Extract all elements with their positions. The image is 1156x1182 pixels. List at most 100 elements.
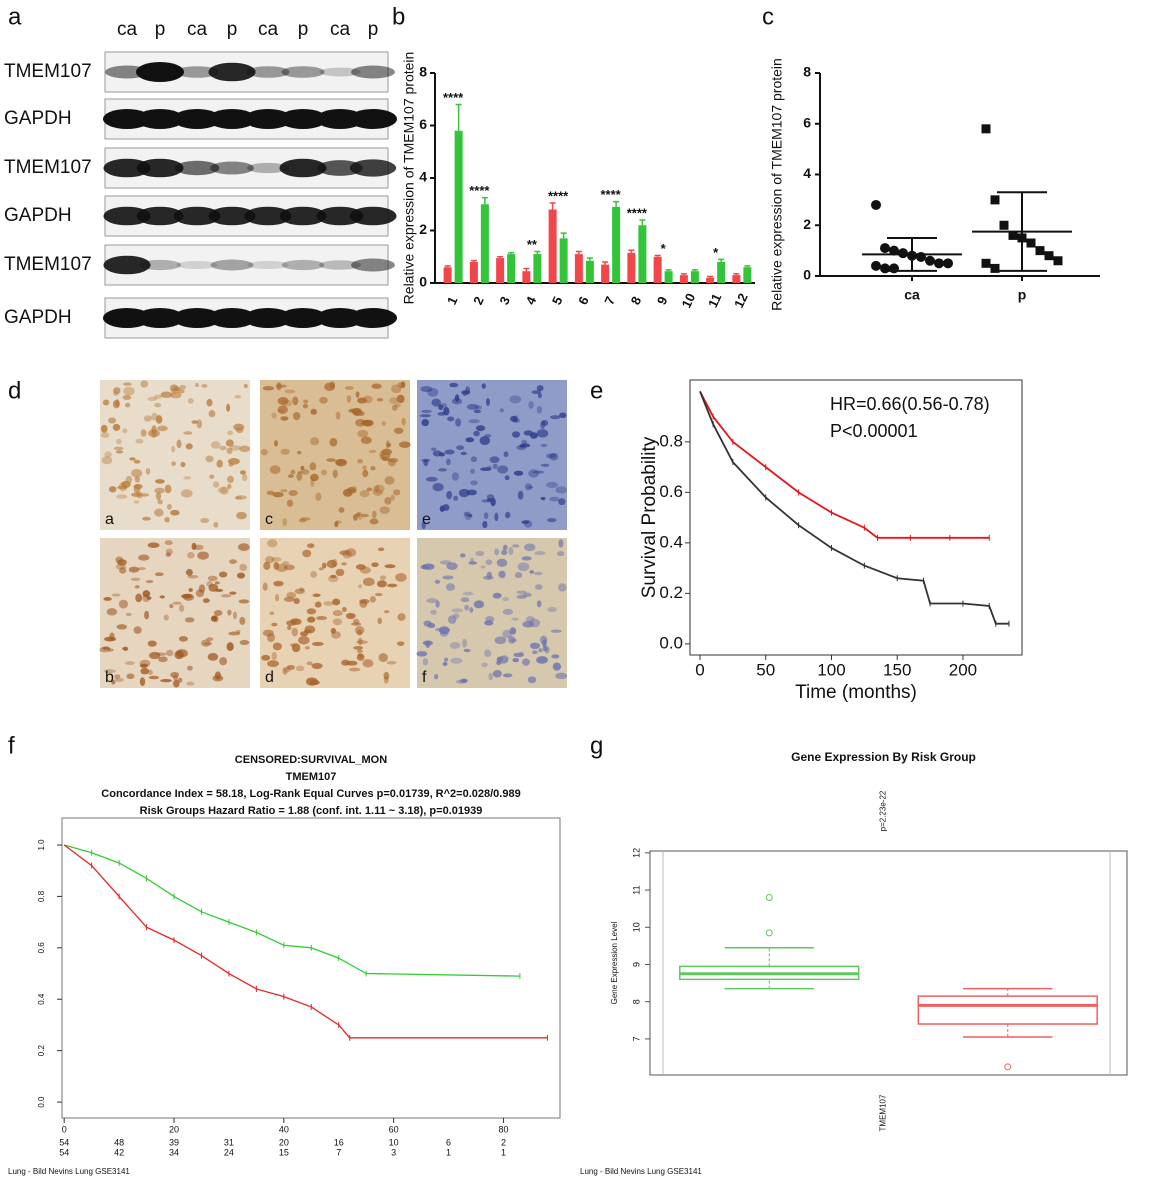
ihc-cell — [372, 488, 384, 496]
chart-title: TMEM107 — [286, 771, 337, 783]
ihc-cell — [174, 650, 184, 660]
ihc-cell — [125, 661, 135, 666]
blot-band — [175, 66, 219, 78]
ihc-cell — [154, 508, 164, 517]
ihc-cell — [419, 414, 432, 418]
bar — [653, 256, 662, 283]
ihc-cell — [282, 561, 290, 565]
at-risk-count: 1 — [501, 1147, 506, 1157]
y-tick-label: 0.0 — [37, 1096, 46, 1108]
ihc-cell — [176, 389, 185, 394]
ihc-cell — [156, 652, 167, 656]
ihc-cell — [122, 382, 132, 386]
ihc-cell — [446, 458, 451, 466]
data-point — [871, 260, 881, 271]
bar — [601, 264, 610, 283]
ihc-cell — [214, 581, 220, 585]
blot-band — [244, 206, 292, 226]
ihc-cell — [557, 583, 567, 592]
ihc-cell — [435, 600, 440, 608]
y-tick-label: 7 — [631, 1036, 641, 1041]
ihc-cell — [154, 402, 162, 408]
ihc-cell — [496, 660, 502, 666]
ihc-label: e — [422, 511, 431, 528]
blot-frame — [104, 244, 389, 286]
ihc-cell — [400, 381, 406, 389]
ihc-cell — [371, 383, 382, 389]
panel-letter: c — [762, 3, 774, 30]
ihc-cell — [227, 430, 234, 436]
ihc-cell — [494, 636, 507, 645]
ihc-cell — [524, 543, 536, 552]
ihc-cell — [292, 411, 301, 421]
ihc-cell — [464, 604, 470, 611]
y-tick-label: 8 — [419, 64, 427, 80]
ihc-cell — [102, 399, 110, 406]
ihc-cell — [517, 562, 530, 572]
data-point — [1008, 230, 1018, 240]
lane-label: p — [155, 19, 166, 40]
y-tick-label: 2 — [803, 216, 811, 232]
ihc-cell — [536, 600, 542, 608]
ihc-cell — [434, 579, 441, 584]
ihc-cell — [485, 398, 491, 406]
ihc-cell — [239, 616, 246, 625]
ihc-cell — [522, 658, 530, 666]
data-point — [1035, 246, 1045, 256]
ihc-cell — [196, 419, 203, 429]
ihc-label: c — [265, 511, 273, 528]
ihc-cell — [390, 494, 395, 501]
ihc-cell — [519, 443, 531, 448]
ihc-cell — [262, 386, 275, 391]
ihc-cell — [296, 450, 302, 455]
ihc-label: b — [105, 669, 114, 686]
ihc-cell — [470, 456, 477, 463]
ihc-cell — [282, 518, 288, 527]
ihc-cell — [219, 445, 227, 451]
ihc-cell — [512, 658, 520, 663]
ihc-cell — [298, 518, 307, 523]
ihc-cell — [310, 571, 317, 578]
ihc-cell — [551, 654, 560, 659]
ihc-cell — [346, 395, 352, 403]
ihc-cell — [397, 613, 406, 621]
bar — [690, 271, 699, 283]
ihc-cell — [374, 485, 380, 492]
ihc-cell — [122, 394, 132, 400]
ihc-cell — [171, 461, 177, 466]
ihc-cell — [323, 601, 334, 606]
ihc-cell — [450, 657, 463, 664]
ihc-cell — [170, 509, 180, 516]
bar — [522, 271, 531, 283]
ihc-cell — [557, 550, 565, 557]
blot-band — [281, 66, 325, 78]
ihc-cell — [447, 416, 455, 422]
ihc-label: a — [105, 511, 114, 528]
ihc-cell — [165, 548, 173, 555]
ihc-cell — [524, 519, 533, 528]
ihc-cell — [185, 443, 193, 450]
bar — [469, 262, 478, 283]
at-risk-count: 2 — [501, 1137, 506, 1147]
x-tick-label: 80 — [498, 1124, 508, 1134]
y-tick-label: 6 — [419, 116, 427, 132]
ihc-cell — [501, 549, 508, 556]
y-tick-label: 0 — [803, 267, 811, 283]
ihc-cell — [178, 636, 188, 642]
ihc-cell — [381, 456, 390, 462]
ihc-cell — [379, 506, 390, 515]
ihc-cell — [293, 597, 300, 605]
ihc-cell — [345, 612, 356, 620]
ihc-cell — [304, 625, 316, 634]
ihc-cell — [242, 474, 248, 482]
ihc-cell — [320, 469, 327, 476]
ihc-cell — [536, 656, 548, 664]
x-tick-label: 150 — [883, 660, 911, 679]
ihc-cell — [462, 638, 468, 648]
ihc-cell — [277, 405, 288, 414]
ihc-cell — [357, 429, 369, 438]
y-axis-label: Relative expression of TMEM107 protein — [401, 52, 417, 305]
ihc-cell — [180, 489, 193, 498]
ihc-cell — [540, 420, 546, 430]
significance-label: **** — [443, 90, 464, 105]
